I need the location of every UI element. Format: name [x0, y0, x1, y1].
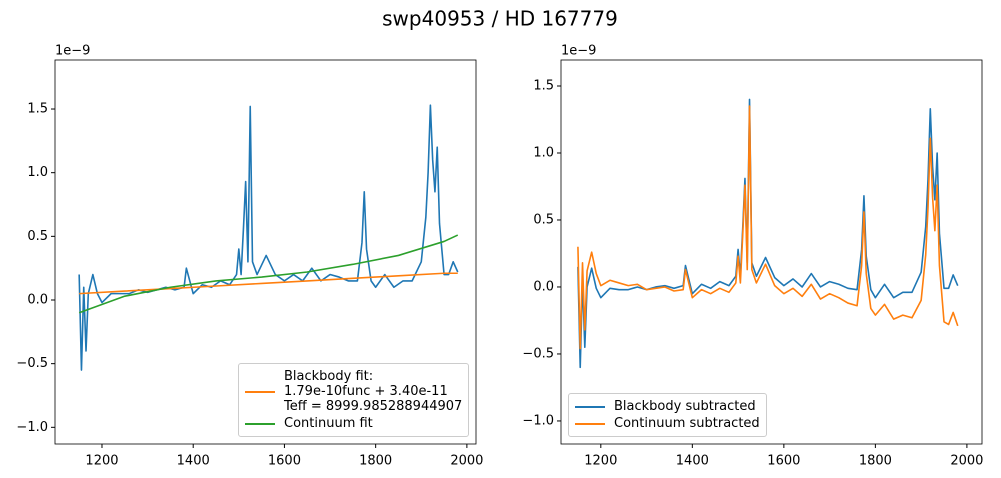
- legend: Blackbody fit: 1.79e-10func + 3.40e-11 T…: [238, 363, 470, 437]
- x-tick-label: 2000: [450, 454, 483, 469]
- x-tick-label: 1600: [767, 454, 800, 469]
- y-tick-label: 0.0: [533, 279, 554, 294]
- offset-label: 1e−9: [561, 44, 596, 59]
- series-line: [78, 104, 459, 371]
- series-line: [78, 234, 459, 314]
- series-line: [79, 272, 458, 295]
- axes-frame: [560, 59, 983, 445]
- legend: Blackbody subtracted Continuum subtracted: [568, 393, 767, 437]
- legend-entry: Blackbody fit: 1.79e-10func + 3.40e-11 T…: [245, 369, 462, 414]
- legend-entry: Blackbody subtracted: [575, 399, 760, 414]
- figure-title: swp40953 / HD 167779: [382, 7, 618, 31]
- legend-label: Continuum subtracted: [614, 416, 760, 431]
- x-tick-label: 1600: [268, 454, 301, 469]
- y-tick-label: 0.0: [27, 293, 48, 308]
- y-tick-label: −1.0: [16, 420, 48, 435]
- x-tick-label: 1200: [85, 454, 118, 469]
- legend-swatch: [245, 390, 275, 393]
- y-tick-label: 1.5: [533, 78, 554, 93]
- x-tick-label: 1800: [359, 454, 392, 469]
- series-line: [577, 105, 959, 350]
- y-tick-label: −0.5: [522, 346, 554, 361]
- legend-swatch: [575, 405, 605, 408]
- legend-swatch: [245, 422, 275, 425]
- y-tick-label: 0.5: [27, 229, 48, 244]
- axes-frame: [54, 59, 477, 445]
- y-tick-label: 1.0: [27, 165, 48, 180]
- offset-label: 1e−9: [55, 44, 90, 59]
- y-tick-label: −0.5: [16, 356, 48, 371]
- legend-label: Blackbody fit: 1.79e-10func + 3.40e-11 T…: [284, 369, 463, 414]
- legend-swatch: [575, 422, 605, 425]
- legend-entry: Continuum fit: [245, 416, 462, 431]
- x-tick-label: 1800: [859, 454, 892, 469]
- legend-label: Continuum fit: [284, 416, 373, 431]
- y-tick-label: 0.5: [533, 212, 554, 227]
- legend-entry: Continuum subtracted: [575, 416, 760, 431]
- x-tick-label: 2000: [950, 454, 983, 469]
- series-line: [577, 98, 959, 369]
- y-tick-label: 1.5: [27, 102, 48, 117]
- x-tick-label: 1400: [177, 454, 210, 469]
- y-tick-label: 1.0: [533, 145, 554, 160]
- x-tick-label: 1400: [676, 454, 709, 469]
- legend-label: Blackbody subtracted: [614, 399, 756, 414]
- y-tick-label: −1.0: [522, 413, 554, 428]
- x-tick-label: 1200: [584, 454, 617, 469]
